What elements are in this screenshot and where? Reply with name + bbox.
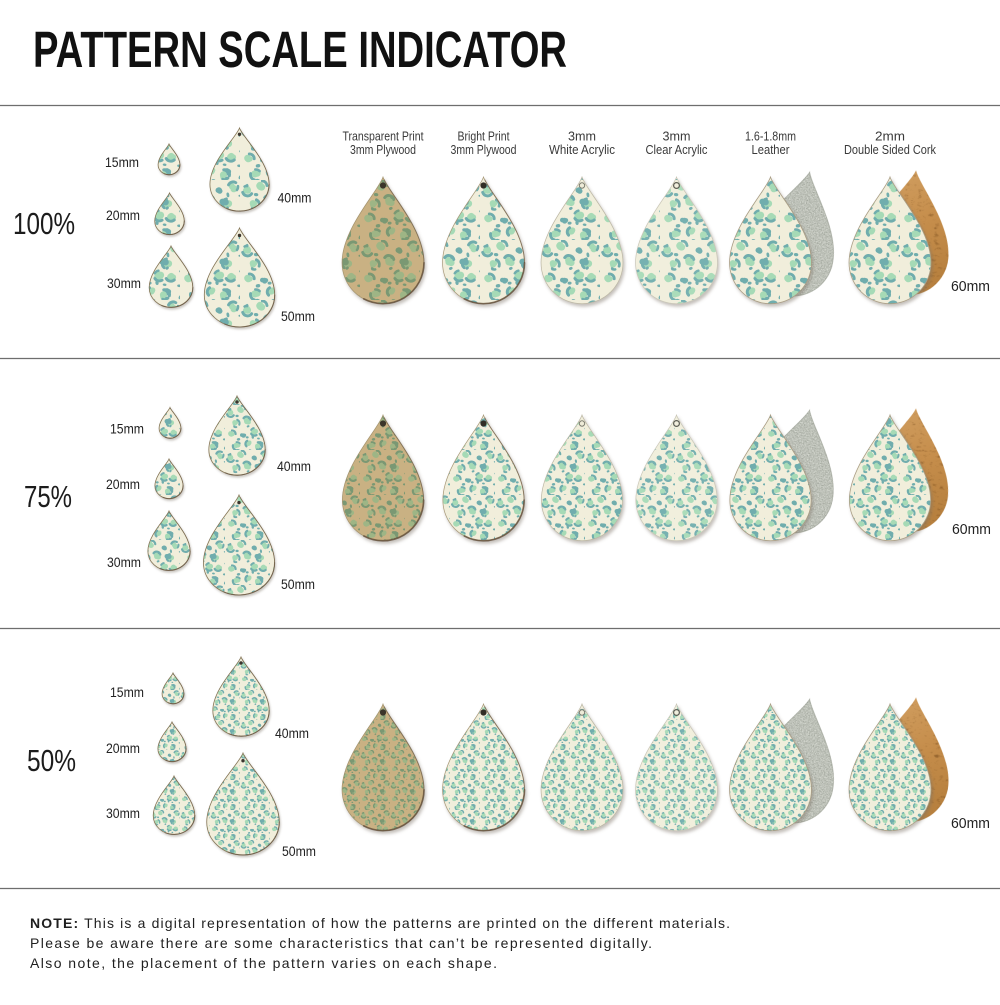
svg-text:Transparent Print: Transparent Print — [343, 129, 424, 144]
svg-text:Please be aware there are some: Please be aware there are some character… — [30, 935, 652, 951]
svg-text:Bright Print: Bright Print — [458, 129, 510, 144]
svg-text:40mm: 40mm — [278, 190, 312, 205]
svg-text:100%: 100% — [13, 206, 75, 241]
svg-text:3mm: 3mm — [568, 129, 596, 144]
svg-text:50%: 50% — [27, 743, 76, 778]
svg-text:15mm: 15mm — [105, 155, 139, 170]
svg-text:Clear Acrylic: Clear Acrylic — [646, 142, 708, 157]
svg-text:50mm: 50mm — [282, 844, 316, 859]
svg-text:Leather: Leather — [752, 142, 791, 157]
svg-text:15mm: 15mm — [110, 685, 144, 700]
svg-text:30mm: 30mm — [107, 276, 141, 291]
svg-text:15mm: 15mm — [110, 421, 144, 436]
svg-text:30mm: 30mm — [107, 555, 141, 570]
svg-text:1.6-1.8mm: 1.6-1.8mm — [745, 129, 796, 144]
svg-text:Double Sided Cork: Double Sided Cork — [844, 142, 936, 157]
svg-text:NOTE: This is a digital repres: NOTE: This is a digital representation o… — [30, 915, 730, 931]
svg-text:White Acrylic: White Acrylic — [549, 142, 615, 157]
svg-text:50mm: 50mm — [281, 309, 315, 324]
svg-text:20mm: 20mm — [106, 208, 140, 223]
svg-text:60mm: 60mm — [951, 816, 990, 832]
svg-text:40mm: 40mm — [275, 726, 309, 741]
svg-text:75%: 75% — [24, 479, 72, 514]
svg-text:20mm: 20mm — [106, 477, 140, 492]
svg-text:40mm: 40mm — [277, 459, 311, 474]
svg-text:3mm Plywood: 3mm Plywood — [451, 142, 517, 157]
svg-text:50mm: 50mm — [281, 577, 315, 592]
svg-text:30mm: 30mm — [106, 806, 140, 821]
svg-text:20mm: 20mm — [106, 741, 140, 756]
svg-text:2mm: 2mm — [875, 129, 905, 144]
svg-text:3mm Plywood: 3mm Plywood — [350, 142, 416, 157]
svg-text:60mm: 60mm — [951, 279, 990, 295]
svg-text:60mm: 60mm — [952, 522, 991, 538]
svg-text:PATTERN SCALE INDICATOR: PATTERN SCALE INDICATOR — [33, 21, 567, 78]
svg-text:Also note, the placement of th: Also note, the placement of the pattern … — [30, 955, 497, 971]
svg-text:3mm: 3mm — [663, 129, 691, 144]
